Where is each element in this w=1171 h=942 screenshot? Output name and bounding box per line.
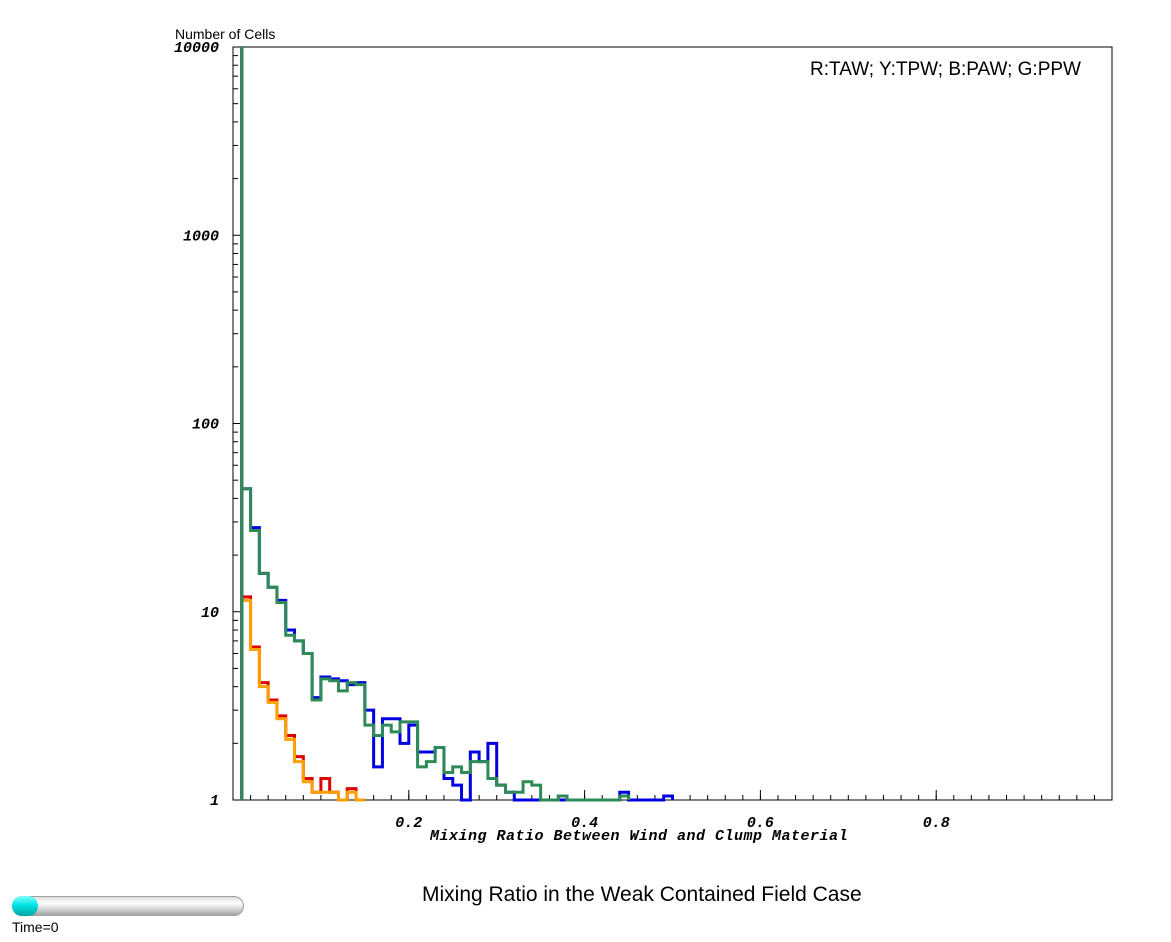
y-tick-label: 1000 [183, 228, 219, 245]
time-slider-thumb[interactable] [12, 896, 38, 916]
series-ppw [240, 47, 631, 802]
series-paw [240, 47, 674, 802]
x-tick-label: 0.4 [571, 815, 598, 832]
time-label: Time=0 [12, 919, 59, 935]
x-axis-label: Mixing Ratio Between Wind and Clump Mate… [430, 828, 849, 845]
legend-text: R:TAW; Y:TPW; B:PAW; G:PPW [810, 59, 1081, 80]
series-tpw [240, 47, 365, 802]
y-tick-label: 100 [192, 417, 219, 434]
y-axis-label: Number of Cells [175, 26, 276, 42]
series-group [240, 47, 674, 802]
y-tick-label: 10 [201, 605, 219, 622]
y-tick-label: 1 [210, 793, 219, 810]
x-tick-label: 0.8 [923, 815, 950, 832]
x-tick-label: 0.6 [747, 815, 774, 832]
y-tick-label: 10000 [174, 40, 219, 57]
time-slider[interactable] [12, 896, 244, 916]
x-tick-label: 0.2 [395, 815, 422, 832]
axis-ticks: 1 10 100 1000 10000 0.2 0.4 0.6 0.8 [174, 40, 1095, 832]
chart-title: Mixing Ratio in the Weak Contained Field… [422, 883, 862, 906]
